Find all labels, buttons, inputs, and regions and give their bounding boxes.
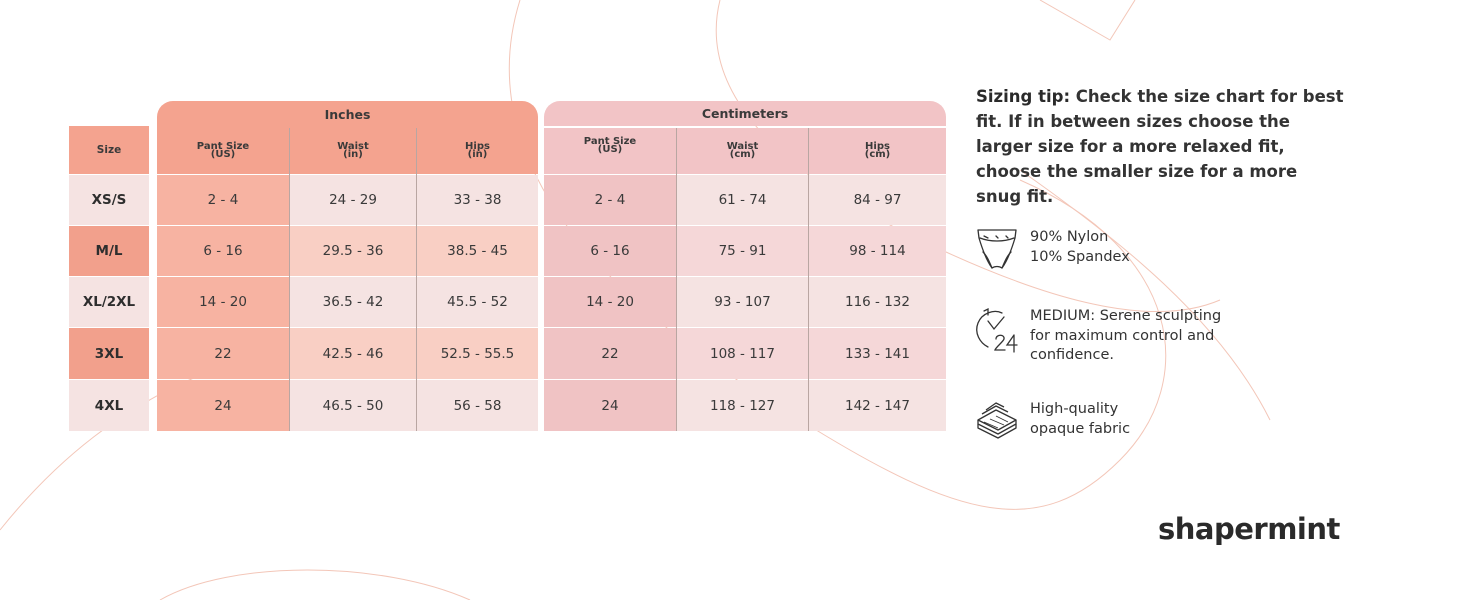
hips-cm-header: Hips (cm) (809, 128, 946, 174)
table-cell: 98 - 114 (809, 226, 946, 276)
table-cell: 14 - 20 (157, 277, 289, 327)
feature-line: for maximum control and (1030, 327, 1215, 344)
feature-line: 90% Nylon (1030, 229, 1109, 245)
table-cell: 84 - 97 (809, 175, 946, 225)
pant-size-cm-header: Pant Size (US) (544, 128, 676, 174)
sizing-tip-lead: Sizing tip: (976, 87, 1071, 106)
table-cell: 108 - 117 (677, 328, 808, 379)
table-cell: 2 - 4 (544, 175, 676, 225)
feature-line: High-quality (1030, 401, 1119, 417)
table-cell: 22 (544, 328, 676, 379)
table-cell: 75 - 91 (677, 226, 808, 276)
feature-material: 90% Nylon 10% Spandex (974, 226, 1130, 272)
waist-in-header: Waist (in) (290, 128, 416, 174)
table-cell: 42.5 - 46 (290, 328, 416, 379)
feature-fabric: High-quality opaque fabric (974, 398, 1130, 444)
table-cell: 6 - 16 (157, 226, 289, 276)
feature-line: opaque fabric (1030, 420, 1131, 437)
table-cell: 118 - 127 (677, 380, 808, 431)
column-divider (676, 128, 677, 431)
fabric-layers-icon (977, 402, 1017, 439)
table-cell: 6 - 16 (544, 226, 676, 276)
hips-in-header: Hips (in) (417, 128, 538, 174)
briefs-icon (977, 229, 1017, 269)
column-divider (289, 128, 290, 431)
size-label: XL/2XL (69, 277, 149, 327)
size-label: 4XL (69, 380, 149, 431)
table-cell: 2 - 4 (157, 175, 289, 225)
table-cell: 61 - 74 (677, 175, 808, 225)
table-cell: 24 - 29 (290, 175, 416, 225)
logo-text: shapermint (1158, 512, 1340, 546)
feature-line: MEDIUM: Serene sculpting (1030, 308, 1222, 324)
table-cell: 22 (157, 328, 289, 379)
table-cell: 33 - 38 (417, 175, 538, 225)
table-cell: 36.5 - 42 (290, 277, 416, 327)
feature-line: 10% Spandex (1030, 248, 1130, 265)
table-cell: 142 - 147 (809, 380, 946, 431)
table-cell: 14 - 20 (544, 277, 676, 327)
feature-compression: MEDIUM: Serene sculpting for maximum con… (974, 307, 1221, 366)
table-cell: 93 - 107 (677, 277, 808, 327)
table-cell: 52.5 - 55.5 (417, 328, 538, 379)
table-cell: 46.5 - 50 (290, 380, 416, 431)
size-column-header: Size (69, 126, 149, 174)
sizing-tip: Sizing tip: Check the size chart for bes… (976, 84, 1346, 209)
table-cell: 116 - 132 (809, 277, 946, 327)
feature-line: confidence. (1030, 347, 1114, 363)
size-label: M/L (69, 226, 149, 276)
size-label: 3XL (69, 328, 149, 379)
inches-group-header: Inches (157, 101, 538, 128)
table-cell: 24 (544, 380, 676, 431)
table-cell: 24 (157, 380, 289, 431)
centimeters-group-header: Centimeters (544, 101, 946, 126)
table-cell: 133 - 141 (809, 328, 946, 379)
clock-24-icon (976, 307, 1018, 353)
table-cell: 29.5 - 36 (290, 226, 416, 276)
shapermint-logo: shapermint (1158, 512, 1340, 546)
column-divider (416, 128, 417, 431)
sizing-tip-text: Check the size chart for best fit. If in… (976, 87, 1344, 206)
table-cell: 56 - 58 (417, 380, 538, 431)
size-label: XS/S (69, 175, 149, 225)
column-divider (808, 128, 809, 431)
pant-size-in-header: Pant Size (US) (157, 128, 289, 174)
waist-cm-header: Waist (cm) (677, 128, 808, 174)
table-cell: 45.5 - 52 (417, 277, 538, 327)
table-cell: 38.5 - 45 (417, 226, 538, 276)
